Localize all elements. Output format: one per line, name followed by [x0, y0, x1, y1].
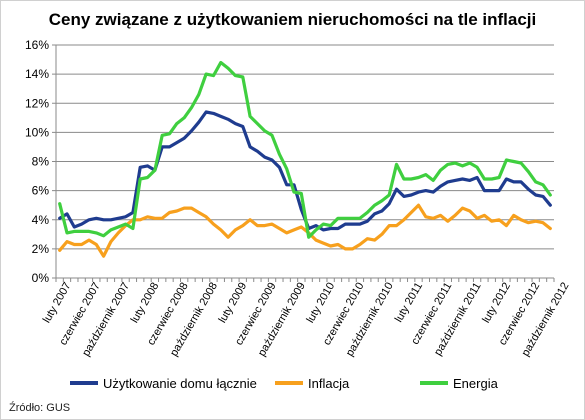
series-line-2 — [58, 203, 552, 258]
legend-label: Użytkowanie domu łącznie — [103, 376, 257, 391]
y-tick-label: 8% — [32, 155, 50, 169]
series-line-3 — [58, 60, 552, 239]
y-tick-label: 0% — [32, 271, 50, 285]
y-tick-label: 10% — [25, 125, 49, 139]
y-tick-label: 16% — [25, 38, 49, 52]
chart-title: Ceny związane z użytkowaniem nieruchomoś… — [48, 10, 537, 29]
x-tick-label: luty 2009 — [217, 281, 250, 326]
y-tick-label: 6% — [32, 184, 50, 198]
source-note: Źródło: GUS — [9, 402, 71, 414]
x-tick-label: luty 2012 — [480, 281, 513, 326]
x-tick-label: luty 2008 — [129, 281, 162, 326]
y-tick-label: 14% — [25, 67, 49, 81]
y-tick-label: 2% — [32, 242, 50, 256]
legend-label: Inflacja — [308, 376, 350, 391]
y-tick-label: 12% — [25, 96, 49, 110]
x-tick-label: luty 2010 — [305, 281, 338, 326]
y-tick-label: 4% — [32, 213, 50, 227]
legend-label: Energia — [453, 376, 499, 391]
x-tick-label: luty 2007 — [41, 281, 74, 326]
x-tick-label: luty 2011 — [393, 281, 425, 325]
